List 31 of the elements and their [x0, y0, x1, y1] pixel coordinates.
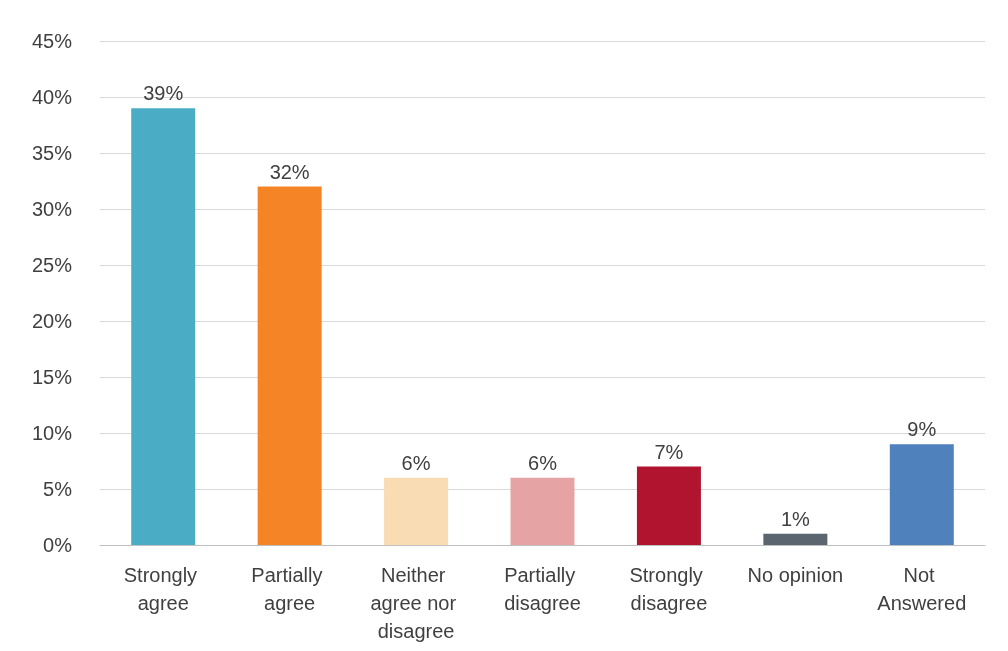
- bar: [889, 444, 954, 545]
- y-tick-label: 35%: [31, 142, 73, 164]
- bar: [636, 466, 701, 545]
- data-label: 9%: [907, 418, 937, 441]
- x-tick-label: No opinion: [747, 564, 844, 586]
- x-tick-label: Partially disagree: [504, 564, 581, 614]
- x-tick-label: Strongly agree: [123, 564, 203, 614]
- bar: [384, 477, 449, 545]
- y-tick-label: 10%: [31, 422, 73, 444]
- y-tick-label: 20%: [31, 310, 73, 332]
- y-tick-label: 0%: [43, 534, 73, 556]
- y-tick-label: 15%: [31, 366, 73, 388]
- y-tick-label: 25%: [31, 254, 73, 276]
- x-tick-label: Neither agree nor disagree: [370, 564, 462, 642]
- data-label: 1%: [780, 507, 811, 530]
- bar: [763, 533, 828, 545]
- data-label: 7%: [654, 440, 684, 463]
- bar: [510, 477, 575, 545]
- bar: [257, 186, 322, 545]
- data-label: 32%: [269, 160, 310, 183]
- x-tick-label: Not Answered: [877, 564, 967, 614]
- bar: [131, 108, 196, 545]
- data-label: 6%: [528, 451, 558, 474]
- data-label: 6%: [401, 451, 431, 474]
- y-tick-label: 5%: [43, 478, 73, 500]
- data-label: 39%: [143, 82, 184, 105]
- x-tick-label: Partially agree: [251, 564, 328, 614]
- y-tick-label: 40%: [31, 86, 73, 108]
- x-tick-label: Strongly disagree: [629, 564, 709, 614]
- y-tick-label: 45%: [31, 30, 73, 52]
- y-tick-label: 30%: [31, 198, 73, 220]
